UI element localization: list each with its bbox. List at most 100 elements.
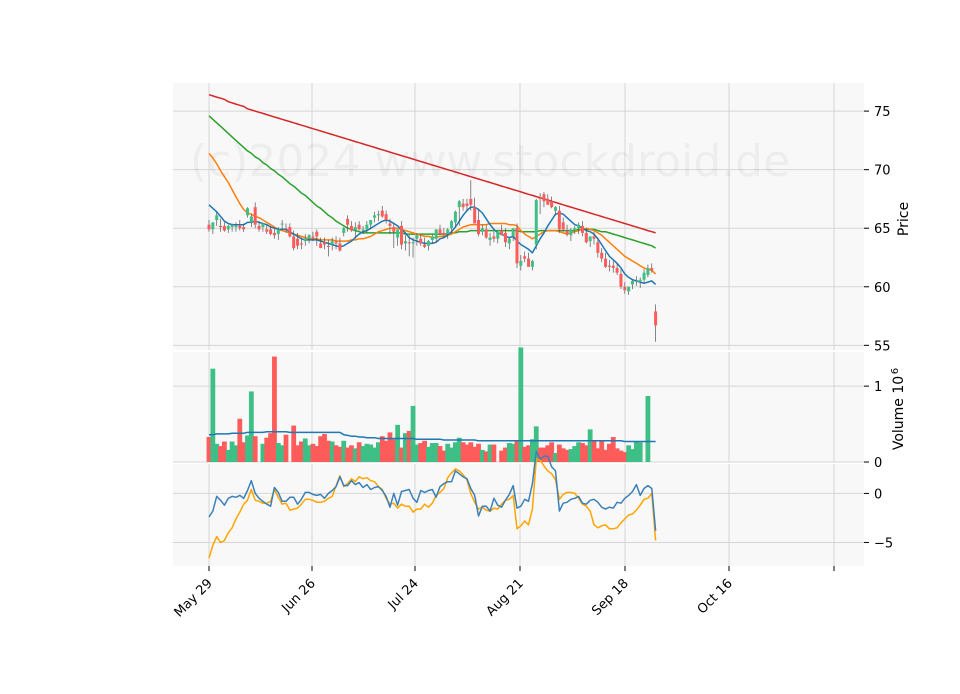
- volume-bar: [441, 450, 447, 462]
- candlesticks: [207, 180, 658, 342]
- candle-down: [500, 230, 504, 236]
- candle-down: [484, 229, 488, 238]
- volume-bar: [603, 449, 608, 462]
- volume-bar: [622, 452, 628, 462]
- candle-up: [446, 229, 450, 235]
- candle-down: [388, 223, 392, 226]
- candle-down: [288, 227, 292, 237]
- candle-down: [238, 225, 242, 229]
- volume-bar: [549, 442, 555, 462]
- candle-up: [303, 238, 307, 242]
- candle-down: [357, 224, 361, 230]
- candle-up: [376, 214, 380, 216]
- volume-bar: [468, 442, 474, 462]
- volume-bar: [491, 444, 497, 462]
- volume-bar: [248, 391, 254, 462]
- candle-down: [442, 232, 446, 236]
- candle-down: [580, 225, 584, 233]
- candle-down: [319, 243, 323, 249]
- candle-down: [407, 242, 411, 244]
- candle-down: [527, 258, 531, 267]
- volume-bar: [429, 443, 435, 462]
- volume-bar: [299, 441, 304, 462]
- candle-up: [534, 200, 538, 245]
- candle-up: [488, 237, 492, 240]
- volume-bar: [268, 433, 273, 462]
- volume-bar: [406, 430, 412, 462]
- volume-bar: [391, 439, 397, 462]
- volume-bar: [545, 445, 551, 462]
- volume-bar: [360, 446, 366, 462]
- volume-bar: [614, 448, 620, 462]
- volume-bar: [422, 440, 427, 462]
- volume-bar: [210, 368, 216, 462]
- candle-down: [546, 198, 550, 205]
- candle-down: [349, 225, 353, 231]
- volume-bar: [583, 445, 589, 462]
- volume-bar: [295, 445, 300, 462]
- candle-down: [296, 238, 300, 246]
- candle-up: [226, 225, 230, 230]
- candle-down: [326, 245, 330, 247]
- candle-up: [573, 228, 577, 231]
- volume-bar: [591, 440, 597, 462]
- volume-bar: [426, 446, 431, 462]
- candle-up: [627, 286, 631, 292]
- candle-down: [542, 194, 546, 202]
- candle-down: [292, 236, 296, 249]
- volume-bar: [337, 446, 343, 462]
- candle-down: [346, 218, 350, 225]
- volume-axis-exponent: 6: [890, 368, 901, 374]
- candle-down: [523, 256, 527, 259]
- x-tick-label: Jun 26: [279, 576, 319, 616]
- candle-down: [400, 225, 403, 245]
- volume-bar: [568, 449, 574, 462]
- candle-up: [453, 211, 457, 223]
- volume-bar: [460, 442, 466, 462]
- volume-bar: [560, 448, 566, 462]
- volume-bar: [518, 347, 524, 462]
- volume-bar: [576, 442, 581, 462]
- volume-bar: [387, 432, 393, 462]
- volume-bar: [322, 433, 327, 462]
- volume-bar: [483, 451, 489, 462]
- volume-tick-label: 0: [874, 456, 882, 471]
- volume-bar: [395, 424, 401, 462]
- volume-bar: [506, 443, 512, 462]
- candle-down: [299, 243, 303, 245]
- oscillator-panel: [173, 464, 864, 566]
- volume-bar: [379, 436, 385, 462]
- oscillator-blue-line: [208, 450, 657, 531]
- oscillator-tick-label: −5: [874, 536, 893, 551]
- volume-bar: [479, 449, 485, 462]
- candle-down: [334, 242, 338, 244]
- candle-down: [515, 228, 519, 264]
- volume-bar: [503, 447, 508, 462]
- volume-bar: [522, 446, 528, 462]
- candle-down: [423, 244, 427, 247]
- candle-down: [419, 238, 423, 244]
- volume-bar: [414, 444, 420, 462]
- volume-bar: [533, 426, 539, 462]
- candle-up: [434, 229, 438, 239]
- candle-up: [246, 208, 249, 216]
- candle-up: [249, 216, 253, 223]
- volume-bar: [325, 440, 331, 462]
- x-tick-label: Sep 18: [589, 576, 632, 619]
- volume-bar: [345, 447, 350, 462]
- candle-up: [577, 224, 581, 229]
- candle-up: [569, 229, 573, 236]
- volume-bar: [530, 439, 535, 462]
- volume-bars: [206, 347, 656, 462]
- volume-bar: [329, 441, 335, 462]
- candle-up: [307, 235, 311, 239]
- candle-up: [511, 228, 515, 237]
- candle-down: [600, 252, 604, 259]
- volume-bar: [364, 443, 370, 462]
- volume-bar: [218, 446, 223, 462]
- candle-up: [496, 231, 500, 239]
- candle-up: [369, 220, 373, 225]
- candle-up: [342, 228, 346, 233]
- candle-down: [461, 203, 465, 208]
